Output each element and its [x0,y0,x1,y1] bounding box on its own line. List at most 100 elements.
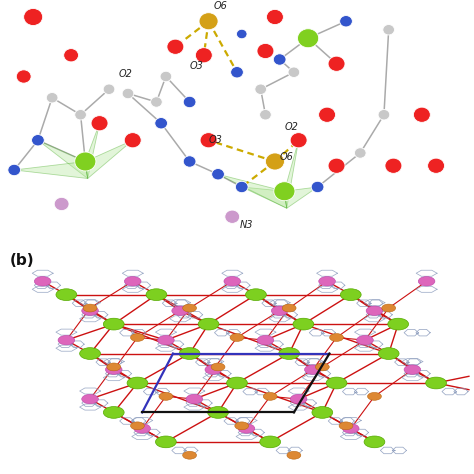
Circle shape [426,377,447,389]
Circle shape [8,164,20,176]
Text: O2: O2 [119,69,133,79]
Text: O3: O3 [190,61,204,71]
Circle shape [224,277,241,286]
Circle shape [64,49,79,62]
Circle shape [151,97,162,107]
Circle shape [130,334,145,341]
Circle shape [236,181,248,192]
Circle shape [326,377,347,389]
Circle shape [290,133,307,148]
Circle shape [340,289,361,301]
Circle shape [122,88,134,99]
Circle shape [367,392,382,400]
Circle shape [83,304,97,312]
Circle shape [200,133,217,148]
Circle shape [24,9,43,26]
Circle shape [186,394,203,404]
Circle shape [124,133,141,148]
Circle shape [179,348,200,359]
Circle shape [287,451,301,459]
Circle shape [237,29,247,39]
Circle shape [235,422,249,430]
Circle shape [260,436,281,448]
Circle shape [198,318,219,330]
Circle shape [211,363,225,371]
Circle shape [279,348,300,359]
Circle shape [82,394,99,404]
Circle shape [315,363,329,371]
Circle shape [208,407,228,418]
Circle shape [257,336,274,345]
Polygon shape [85,140,133,179]
Circle shape [366,306,383,315]
Circle shape [339,422,353,430]
Circle shape [167,39,184,55]
Text: O3: O3 [209,135,223,145]
Circle shape [304,365,321,374]
Circle shape [183,156,196,167]
Circle shape [230,334,244,341]
Circle shape [238,424,255,433]
Circle shape [54,197,69,210]
Circle shape [263,392,277,400]
Circle shape [124,277,141,286]
Circle shape [328,56,345,71]
Circle shape [155,436,176,448]
Text: O6: O6 [213,1,227,11]
Circle shape [282,304,296,312]
Circle shape [199,13,218,30]
Circle shape [16,70,31,83]
Circle shape [183,96,196,108]
Polygon shape [284,140,299,208]
Circle shape [227,377,247,389]
Circle shape [271,306,288,315]
Circle shape [257,44,274,59]
Polygon shape [38,140,88,179]
Circle shape [329,334,344,341]
Circle shape [388,318,409,330]
Circle shape [56,289,77,301]
Polygon shape [85,123,100,179]
Polygon shape [14,162,88,179]
Circle shape [32,135,44,146]
Circle shape [172,306,189,315]
Circle shape [127,377,148,389]
Circle shape [75,152,96,171]
Circle shape [103,84,115,94]
Circle shape [418,277,435,286]
Circle shape [157,336,174,345]
Circle shape [91,116,108,131]
Circle shape [328,158,345,173]
Circle shape [382,304,396,312]
Circle shape [134,424,151,433]
Circle shape [298,29,319,48]
Circle shape [378,348,399,359]
Circle shape [266,9,283,25]
Polygon shape [242,187,287,208]
Circle shape [355,148,366,158]
Circle shape [105,365,122,374]
Circle shape [160,71,172,82]
Circle shape [225,210,240,223]
Circle shape [34,277,51,286]
Circle shape [364,436,385,448]
Circle shape [273,54,286,65]
Circle shape [82,306,99,315]
Polygon shape [284,187,318,208]
Circle shape [246,289,266,301]
Circle shape [340,16,352,27]
Text: O6: O6 [280,152,293,162]
Circle shape [58,336,75,345]
Circle shape [103,407,124,418]
Circle shape [385,158,402,173]
Circle shape [182,304,197,312]
Circle shape [195,48,212,63]
Circle shape [274,182,295,201]
Text: O2: O2 [284,122,298,133]
Circle shape [107,363,121,371]
Circle shape [288,67,300,77]
Circle shape [293,318,314,330]
Circle shape [130,422,145,430]
Text: N3: N3 [240,220,253,230]
Circle shape [290,394,307,404]
